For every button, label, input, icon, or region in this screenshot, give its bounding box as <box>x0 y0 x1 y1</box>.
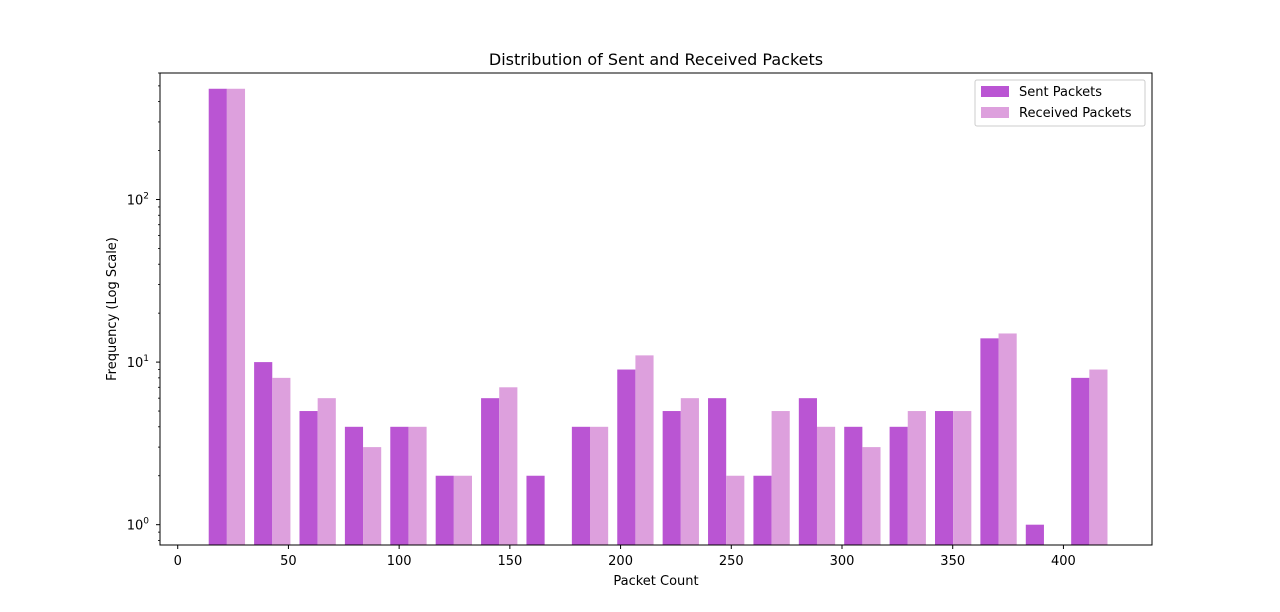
sent-bar-8 <box>571 426 591 545</box>
received-bar-8 <box>590 426 609 545</box>
x-axis-label: Packet Count <box>613 574 698 589</box>
received-bar-1 <box>272 377 291 545</box>
sent-bar-19 <box>1071 377 1090 545</box>
sent-bar-1 <box>254 362 273 545</box>
sent-bar-9 <box>617 369 636 545</box>
sent-bar-11 <box>708 398 727 545</box>
received-bar-15 <box>907 411 926 545</box>
legend-swatch-received <box>981 107 1009 118</box>
received-bar-9 <box>635 355 654 545</box>
received-bar-17 <box>998 333 1017 545</box>
y-tick-label-1: 100 <box>127 517 150 534</box>
x-tick-label-300: 300 <box>830 554 855 569</box>
chart-title: Distribution of Sent and Received Packet… <box>489 50 823 69</box>
x-axis-ticks: 0 50 100 150 200 250 300 350 400 <box>174 545 1076 569</box>
plot-frame <box>159 72 1153 546</box>
received-bar-4 <box>408 426 427 545</box>
sent-bar-0 <box>208 88 227 545</box>
sent-bar-7 <box>526 475 545 545</box>
received-bar-12 <box>771 411 790 545</box>
bars-layer <box>208 88 1108 545</box>
x-tick-label-150: 150 <box>497 554 522 569</box>
received-bar-16 <box>953 411 972 545</box>
x-tick-label-350: 350 <box>940 554 965 569</box>
received-bar-3 <box>363 447 382 545</box>
sent-bar-5 <box>435 475 454 545</box>
x-tick-label-250: 250 <box>719 554 744 569</box>
y-axis-ticks: 100 101 102 <box>127 72 160 541</box>
x-tick-label-200: 200 <box>608 554 633 569</box>
x-tick-label-0: 0 <box>174 554 182 569</box>
sent-bar-12 <box>753 475 772 545</box>
received-bar-19 <box>1089 369 1108 545</box>
sent-bar-6 <box>481 398 500 545</box>
sent-bar-17 <box>980 338 999 545</box>
y-tick-label-100: 102 <box>127 192 149 209</box>
legend: Sent Packets Received Packets <box>974 79 1146 127</box>
legend-swatch-sent <box>981 86 1009 97</box>
received-bar-10 <box>680 398 699 545</box>
sent-bar-13 <box>798 398 817 545</box>
legend-label-received: Received Packets <box>1019 106 1132 121</box>
sent-bar-3 <box>344 426 364 545</box>
received-bar-5 <box>453 475 472 545</box>
y-axis-label: Frequency (Log Scale) <box>105 237 120 381</box>
received-bar-14 <box>862 447 881 545</box>
received-bar-0 <box>226 88 246 545</box>
received-bar-13 <box>816 426 836 545</box>
received-bar-11 <box>726 475 745 545</box>
sent-bar-10 <box>662 411 681 545</box>
received-bar-2 <box>317 398 336 545</box>
sent-bar-18 <box>1025 524 1044 545</box>
x-tick-label-100: 100 <box>387 554 412 569</box>
sent-bar-4 <box>390 426 409 545</box>
x-tick-label-400: 400 <box>1051 554 1076 569</box>
sent-bar-15 <box>889 426 908 545</box>
y-tick-label-10: 101 <box>127 354 149 371</box>
legend-label-sent: Sent Packets <box>1019 85 1102 100</box>
sent-bar-2 <box>299 411 318 545</box>
sent-bar-16 <box>935 411 954 545</box>
x-tick-label-50: 50 <box>280 554 297 569</box>
legend-box <box>974 79 1146 127</box>
received-bar-6 <box>499 387 518 545</box>
sent-bar-14 <box>844 426 863 545</box>
